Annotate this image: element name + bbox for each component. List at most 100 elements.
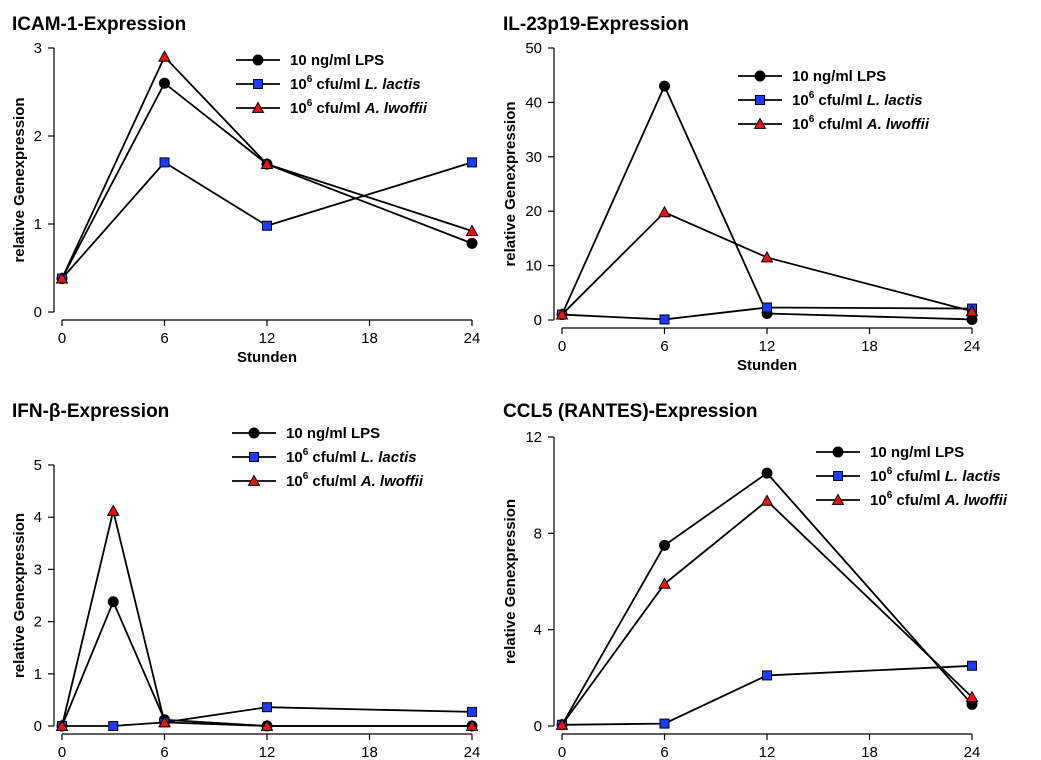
series-2 <box>557 660 977 730</box>
legend-label: 10 ng/ml LPS <box>870 444 964 461</box>
legend-italic: L. lactis <box>365 76 421 93</box>
y-tick-label: 1 <box>34 216 42 233</box>
chart-title: CCL5 (RANTES)-Expression <box>503 401 757 422</box>
data-point <box>465 719 479 731</box>
legend-marker <box>832 446 844 458</box>
x-tick-label: 6 <box>160 330 168 347</box>
x-tick-label: 18 <box>861 744 878 760</box>
legend-label: 10 ng/ml LPS <box>290 52 384 69</box>
legend-sup: 6 <box>887 490 893 501</box>
data-point <box>108 721 119 731</box>
y-tick-label: 0 <box>34 718 42 735</box>
data-point <box>158 715 171 728</box>
series-line <box>61 161 473 280</box>
chart-panel-3: IFN-β-Expression01234506121824Stundenrel… <box>11 401 480 760</box>
data-point <box>659 539 670 551</box>
data-point <box>158 50 171 62</box>
x-axis-label: Stunden <box>237 349 297 366</box>
data-point <box>467 157 477 168</box>
legend-sup: 6 <box>887 466 893 477</box>
legend-text: 10 <box>792 92 809 109</box>
series-3 <box>55 50 479 284</box>
legend-text: 10 <box>870 468 887 485</box>
chart-panel-4: CCL5 (RANTES)-Expression0481206121824Stu… <box>502 401 1008 760</box>
series-line <box>561 664 973 726</box>
legend-item: 10 ng/ml LPS <box>236 52 384 69</box>
legend-text: 10 ng/ml LPS <box>290 52 384 69</box>
legend-sup: 6 <box>809 114 815 125</box>
x-tick-label: 24 <box>964 338 981 355</box>
series-line <box>561 83 973 321</box>
data-point <box>659 80 670 92</box>
series-3 <box>555 494 979 730</box>
y-tick-label: 3 <box>34 40 42 57</box>
legend-italic: L. lactis <box>361 449 417 466</box>
data-point <box>555 308 569 320</box>
legend: 10 ng/ml LPS 106 cfu/ml L. lactis 106 cfu/… <box>232 425 424 490</box>
legend-text: 10 ng/ml LPS <box>870 444 964 461</box>
legend-text: 10 ng/ml LPS <box>286 425 380 442</box>
legend-text: cfu/ml <box>312 76 365 93</box>
data-point <box>260 719 274 731</box>
legend-marker <box>249 452 259 462</box>
legend-text: cfu/ml <box>312 100 365 117</box>
data-point <box>659 718 670 729</box>
legend-item: 106 cfu/ml A. lwoffii <box>816 490 1008 509</box>
y-tick-label: 2 <box>34 128 42 145</box>
legend-text: 10 <box>286 473 303 490</box>
y-tick-label: 0 <box>34 304 42 321</box>
data-point <box>762 670 772 681</box>
legend-item: 10 ng/ml LPS <box>816 444 964 461</box>
legend-label: 106 cfu/ml L. lactis <box>792 90 923 109</box>
legend-label: 106 cfu/ml A. lwoffii <box>870 490 1008 509</box>
legend-item: 106 cfu/ml L. lactis <box>816 466 1001 485</box>
legend-marker <box>252 54 264 66</box>
legend-marker <box>833 471 843 481</box>
x-tick-label: 0 <box>58 330 66 347</box>
y-tick-label: 0 <box>534 312 542 329</box>
legend-item: 106 cfu/ml A. lwoffii <box>232 471 424 490</box>
legend-marker <box>253 79 263 89</box>
data-point <box>262 702 272 713</box>
y-tick-label: 20 <box>525 203 542 220</box>
legend-marker <box>248 427 260 439</box>
x-tick-label: 6 <box>660 744 668 760</box>
legend-label: 106 cfu/ml L. lactis <box>286 447 417 466</box>
data-point <box>762 302 772 313</box>
legend-text: cfu/ml <box>892 468 945 485</box>
legend-sup: 6 <box>303 447 309 458</box>
y-tick-label: 12 <box>525 429 542 446</box>
y-axis-label: relative Genexpression <box>11 97 28 262</box>
legend-text: cfu/ml <box>814 116 867 133</box>
legend-item: 10 ng/ml LPS <box>232 425 380 442</box>
legend-label: 106 cfu/ml A. lwoffii <box>792 114 930 133</box>
legend-marker <box>831 493 845 505</box>
data-point <box>465 224 479 236</box>
x-tick-label: 12 <box>259 330 276 347</box>
data-point <box>555 718 569 730</box>
legend-italic: A. lwoffii <box>360 473 424 490</box>
legend-sup: 6 <box>809 90 815 101</box>
legend-text: 10 <box>792 116 809 133</box>
x-tick-label: 12 <box>759 338 776 355</box>
series-line <box>561 306 973 321</box>
legend-item: 10 ng/ml LPS <box>738 68 886 85</box>
legend-italic: A. lwoffii <box>364 100 428 117</box>
y-axis-label: relative Genexpression <box>11 513 28 678</box>
y-tick-label: 50 <box>525 40 542 57</box>
data-point <box>107 596 119 608</box>
legend-sup: 6 <box>303 471 309 482</box>
legend-text: 10 <box>870 492 887 509</box>
legend-marker <box>251 101 265 113</box>
legend-label: 106 cfu/ml A. lwoffii <box>290 98 428 117</box>
y-axis-label: relative Genexpression <box>502 499 519 664</box>
series-3 <box>55 504 479 731</box>
data-point <box>55 719 69 731</box>
series-line <box>561 211 973 316</box>
data-point <box>106 504 120 516</box>
chart-title: IFN-β-Expression <box>12 401 169 422</box>
